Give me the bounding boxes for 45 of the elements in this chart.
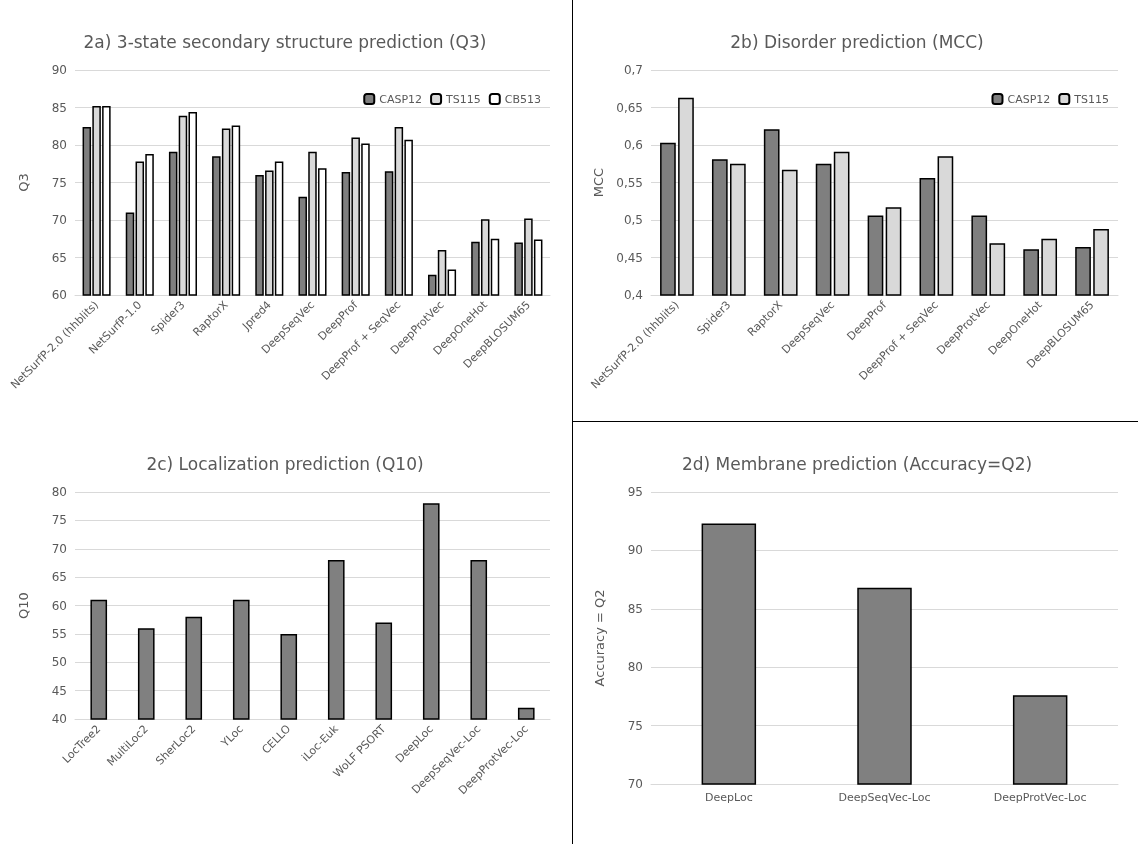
- chart-title: 2d) Membrane prediction (Accuracy=Q2): [681, 453, 1033, 474]
- y-tick-label: 0,55: [616, 175, 643, 190]
- y-tick-label: 70: [51, 213, 67, 227]
- x-tick-label: DeepProtVec-Loc: [993, 791, 1087, 804]
- y-tick-label: 0,45: [616, 250, 643, 265]
- y-tick-label: 85: [51, 100, 67, 115]
- y-tick-label: 80: [51, 485, 67, 499]
- y-tick-label: 0,4: [623, 288, 643, 302]
- y-axis-title: Q3: [16, 173, 31, 192]
- y-tick-label: 45: [51, 683, 67, 698]
- y-tick-label: 95: [627, 485, 643, 499]
- x-tick-label: DeepLoc: [704, 791, 753, 804]
- y-tick-label: 75: [51, 175, 67, 190]
- y-tick-label: 0,7: [623, 63, 643, 77]
- y-tick-label: 80: [627, 660, 643, 675]
- legend-label: CASP12: [1007, 92, 1051, 106]
- y-tick-label: 85: [627, 601, 643, 616]
- y-tick-label: 0,5: [623, 213, 643, 227]
- y-axis-title: Accuracy = Q2: [592, 589, 607, 687]
- legend-label: CASP12: [379, 92, 423, 106]
- chart-title: 2b) Disorder prediction (MCC): [730, 31, 984, 52]
- y-tick-label: 55: [51, 626, 67, 641]
- legend-label: CB513: [504, 92, 542, 106]
- y-tick-label: 75: [627, 718, 643, 733]
- x-tick-label: DeepSeqVec-Loc: [838, 791, 931, 804]
- y-tick-label: 60: [51, 288, 67, 302]
- chart-title: 2a) 3-state secondary structure prediction (Q3): [83, 31, 487, 52]
- y-tick-label: 0,65: [616, 100, 643, 115]
- y-tick-label: 75: [51, 513, 67, 528]
- legend-label: TS115: [445, 92, 481, 106]
- y-axis-title: Q10: [16, 592, 31, 619]
- chart-title: 2c) Localization prediction (Q10): [146, 453, 424, 474]
- legend-label: TS115: [1073, 92, 1110, 106]
- y-tick-label: 0,6: [623, 138, 643, 152]
- y-tick-label: 80: [51, 138, 67, 152]
- y-tick-label: 70: [51, 541, 67, 556]
- y-tick-label: 60: [51, 598, 67, 613]
- y-tick-label: 50: [51, 655, 67, 670]
- y-tick-label: 65: [51, 250, 67, 265]
- y-tick-label: 90: [51, 63, 67, 77]
- y-tick-label: 65: [51, 570, 67, 585]
- y-tick-label: 70: [627, 777, 643, 791]
- y-tick-label: 90: [627, 543, 643, 558]
- y-axis-title: MCC: [591, 167, 607, 198]
- y-tick-label: 40: [51, 712, 67, 726]
